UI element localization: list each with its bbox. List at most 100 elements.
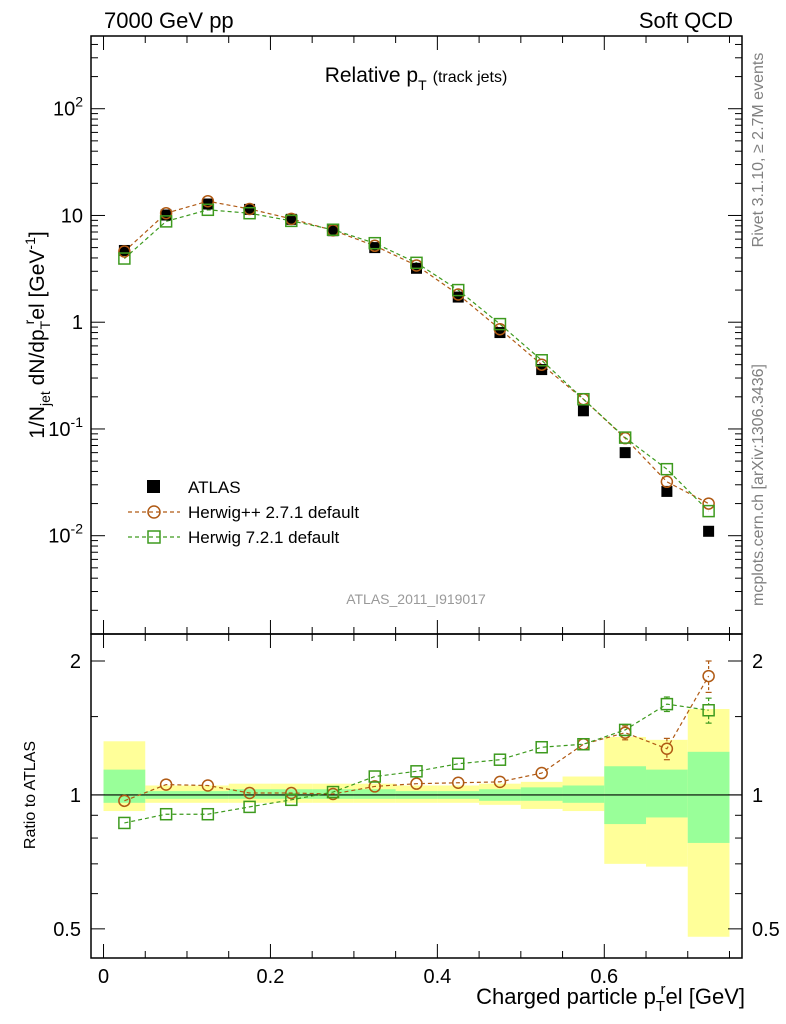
ratio-series-line-herwigpp [124,675,710,802]
ratio-point-herwigpp [159,778,173,791]
ratio-point-herwig7 [451,757,465,771]
main-point-atlas [452,291,464,303]
ratio-series-line-herwig7 [124,703,709,824]
main-point-herwig7 [326,223,340,236]
legend-marker-herwig7 [147,530,161,544]
main-panel-series [118,194,715,537]
main-point-herwig7 [118,252,131,265]
x-axis-label: Charged particle pTrel [GeV] [476,981,745,1015]
ratio-point-herwigpp [702,669,715,683]
legend-marker-herwigpp [147,505,161,519]
mcplots-reference-label: mcplots.cern.ch [arXiv:1306.3436] [750,364,767,606]
header-category-label: Soft QCD [639,8,733,33]
x-tick-label: 0 [98,966,109,988]
ratio-point-herwig7 [577,737,590,751]
ratio-point-herwigpp [618,726,632,739]
main-point-herwig7 [577,392,590,406]
ratio-band-inner [103,769,146,803]
main-point-herwigpp [118,245,131,258]
main-panel-ticks: 10-2 10-1 1 10 102 [48,36,742,634]
main-point-atlas [577,405,589,417]
ratio-point-herwig7 [493,753,507,766]
rivet-version-label: Rivet 3.1.10, ≥ 2.7M events [750,53,767,248]
main-point-atlas [619,447,631,459]
ratio-y-tick-label-right: 1 [752,785,763,807]
main-y-tick-label: 10-1 [48,414,83,441]
ratio-band-inner [562,785,605,803]
ratio-point-herwigpp [201,779,215,792]
ratio-band-inner [228,789,271,799]
ratio-point-herwig7 [535,740,548,754]
main-point-herwigpp [159,206,173,220]
ratio-point-herwigpp [118,794,131,808]
main-point-atlas [160,209,172,221]
main-point-herwig7 [702,504,715,518]
analysis-id-label: ATLAS_2011_I919017 [346,591,486,607]
main-point-herwigpp [660,475,674,489]
main-y-tick-label: 102 [53,94,83,121]
main-point-atlas [244,203,256,215]
ratio-band-inner [520,787,563,801]
main-point-atlas [327,225,339,237]
ratio-uncertainty-bands [103,709,730,937]
main-point-herwig7 [159,215,173,228]
ratio-point-herwig7 [368,770,382,783]
header-energy-label: 7000 GeV pp [104,8,234,33]
legend: ATLAS Herwig++ 2.7.1 default Herwig 7.2.… [128,478,359,547]
x-tick-label: 0.6 [590,966,618,988]
ratio-point-herwigpp [243,786,256,800]
main-y-tick-label: 10-2 [48,521,83,548]
main-y-axis-label: 1/Njet dN/dpTrel [GeV-1] [21,231,53,438]
ratio-point-herwigpp [410,777,423,790]
main-point-herwig7 [368,236,382,250]
main-point-herwig7 [201,203,215,217]
legend-label-herwig7: Herwig 7.2.1 default [188,528,339,547]
ratio-point-herwig7 [243,800,256,814]
ratio-point-herwigpp [535,766,548,780]
ratio-point-herwig7 [410,765,423,778]
main-point-herwig7 [660,462,674,476]
main-point-atlas [285,213,297,225]
ratio-panel-ticks: 0.5 0.5 1 1 2 2 0 0.2 0.4 0.6 [53,634,780,988]
legend-label-herwigpp: Herwig++ 2.7.1 default [188,503,359,522]
ratio-band-inner [646,769,688,818]
main-point-atlas [661,485,673,497]
ratio-band-inner [353,789,396,799]
main-point-herwig7 [493,317,507,331]
main-point-herwigpp [201,194,215,208]
main-point-herwig7 [243,206,256,220]
ratio-panel-frame [90,633,743,959]
main-point-herwig7 [535,354,548,367]
ratio-y-tick-label-right: 2 [752,651,763,673]
ratio-point-herwigpp [285,786,298,800]
ratio-y-tick-label-left: 0.5 [53,919,81,941]
main-point-herwig7 [618,431,632,444]
legend-marker-atlas [147,480,160,493]
ratio-y-axis-label: Ratio to ATLAS [22,741,39,849]
ratio-y-tick-label-left: 2 [70,651,81,673]
main-point-herwigpp [702,497,715,510]
x-tick-label: 0.2 [257,966,285,988]
main-point-atlas [494,327,506,339]
x-tick-label: 0.4 [423,966,451,988]
main-series-line [123,209,710,512]
ratio-band-inner [687,751,730,843]
ratio-point-herwig7 [118,816,131,830]
main-y-tick-label: 10 [61,205,83,227]
ratio-point-herwigpp [368,780,382,793]
main-point-herwig7 [285,214,298,228]
ratio-point-herwigpp [660,742,674,755]
ratio-point-herwig7 [618,723,632,737]
ratio-y-tick-label-left: 1 [70,785,81,807]
ratio-point-herwig7 [702,704,715,717]
ratio-panel-series [118,660,715,830]
ratio-y-tick-label-right: 0.5 [752,919,780,941]
main-y-tick-label: 1 [72,312,83,334]
ratio-point-herwig7 [326,785,340,799]
ratio-point-herwigpp [451,776,465,790]
main-point-atlas [369,242,381,254]
main-point-atlas [703,525,715,537]
main-point-herwig7 [451,283,465,297]
ratio-point-herwig7 [285,793,298,807]
